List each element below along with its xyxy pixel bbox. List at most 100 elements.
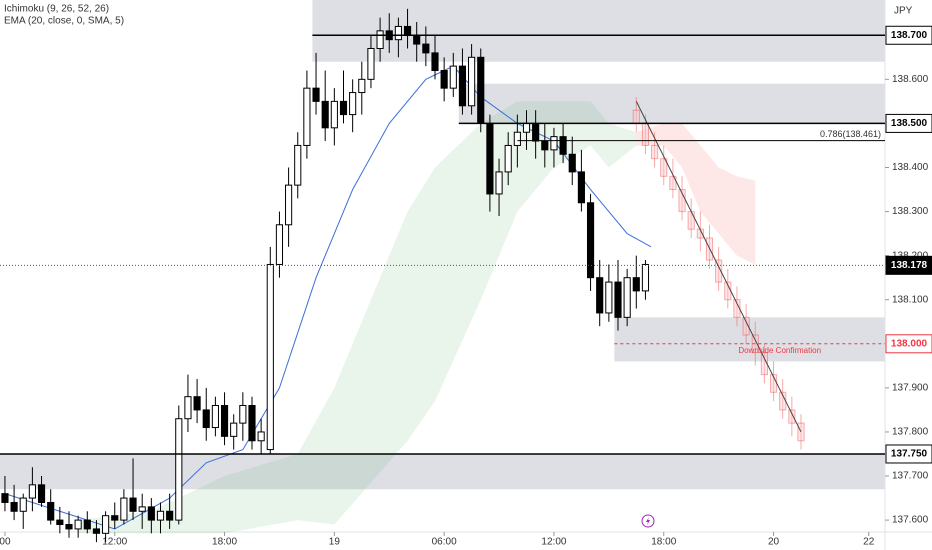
x-tick-label: 00 — [0, 537, 11, 548]
candle-body — [632, 109, 640, 124]
candle-body — [166, 510, 174, 521]
candle-body — [10, 501, 18, 512]
price-label: 138.500 — [891, 118, 928, 129]
candle-body — [330, 100, 338, 129]
x-tick-label: 18:00 — [212, 537, 237, 548]
candle-body — [394, 25, 402, 41]
price-label: 138.178 — [891, 260, 928, 271]
candle-body — [715, 259, 723, 283]
candle-body — [285, 184, 293, 226]
zone — [0, 453, 885, 490]
candle-body — [669, 175, 677, 191]
candle-body — [596, 277, 604, 314]
candle-body — [102, 515, 110, 534]
candle-body — [522, 122, 531, 133]
x-tick-label: 06:00 — [432, 537, 457, 548]
candle-body — [303, 87, 311, 146]
ichimoku-cloud — [636, 123, 756, 265]
candle-body — [358, 78, 366, 94]
price-label-box — [885, 444, 932, 464]
candle-body — [202, 409, 210, 429]
candle-body — [641, 122, 650, 146]
candle-body — [321, 100, 329, 129]
indicator-label: EMA (20, close, 0, SMA, 5) — [4, 16, 124, 27]
y-tick-label: 138.400 — [892, 162, 929, 173]
candle-body — [550, 136, 558, 151]
candle-body — [605, 281, 613, 314]
candle-body — [513, 131, 521, 146]
candle-body — [92, 528, 101, 534]
candle-body — [532, 122, 540, 142]
candle-body — [312, 87, 320, 102]
x-tick-label: 19 — [329, 537, 341, 548]
candle-body — [431, 52, 439, 72]
price-label: 138.700 — [891, 30, 928, 41]
x-tick-label: 12:00 — [102, 537, 127, 548]
candle-body — [211, 405, 219, 429]
candle-body — [559, 136, 567, 155]
candle-body — [403, 25, 412, 36]
candle-body — [138, 506, 146, 512]
x-tick-label: 12:00 — [541, 537, 566, 548]
y-tick-label: 137.700 — [892, 471, 929, 482]
candle-body — [28, 484, 36, 499]
candle-body — [678, 189, 686, 213]
candle-body — [248, 405, 256, 442]
candle-body — [56, 519, 64, 526]
price-label-box — [885, 25, 932, 45]
candle-body — [47, 501, 55, 521]
price-label: 137.750 — [891, 449, 928, 460]
candle-body — [339, 100, 348, 116]
candle-body — [220, 405, 229, 437]
candle-body — [156, 510, 165, 521]
y-tick-label: 137.900 — [892, 383, 929, 394]
y-tick-label: 137.600 — [892, 515, 929, 526]
candle-body — [147, 506, 155, 521]
candle-body — [477, 56, 485, 124]
candle-body — [651, 144, 659, 160]
candle-body — [586, 202, 595, 279]
candle-body — [193, 396, 201, 411]
y-tick-label: 137.800 — [892, 427, 929, 438]
candle-body — [440, 70, 448, 89]
candle-body — [376, 30, 384, 49]
candle-body — [294, 144, 302, 186]
candle-body — [184, 396, 192, 420]
level-note: Downside Confirmation — [738, 346, 821, 355]
candle-body — [541, 140, 549, 151]
candle-body — [486, 122, 494, 195]
candle-body — [742, 316, 750, 336]
candle-body — [74, 519, 82, 530]
currency-label: JPY — [894, 6, 913, 17]
fib-label: 0.786(138.461) — [820, 129, 881, 139]
candle-body — [65, 524, 73, 530]
indicator-label: Ichimoku (9, 26, 52, 26) — [4, 4, 109, 15]
candle-body — [788, 409, 796, 424]
ichimoku-cloud — [78, 101, 637, 534]
candle-body — [623, 277, 631, 318]
candle-body — [495, 171, 503, 195]
candle-body — [422, 43, 430, 54]
candle-body — [175, 418, 183, 521]
candle-body — [568, 153, 576, 173]
candle-body — [449, 65, 457, 89]
candle-body — [577, 171, 585, 204]
candle-body — [660, 158, 668, 177]
price-label-box — [885, 334, 932, 354]
candle-body — [797, 422, 805, 442]
candle-body — [230, 422, 238, 437]
event-icon — [641, 514, 655, 528]
x-tick-label: 18:00 — [651, 537, 676, 548]
y-tick-label: 138.100 — [892, 294, 929, 305]
candle-body — [349, 92, 357, 116]
candle-body — [458, 65, 467, 107]
y-tick-label: 138.600 — [892, 74, 929, 85]
candle-body — [504, 144, 512, 173]
candle-body — [266, 263, 274, 451]
candle-body — [19, 497, 27, 512]
candle-body — [614, 281, 622, 318]
candle-body — [37, 484, 46, 503]
candle-body — [129, 497, 137, 512]
candle-body — [641, 263, 650, 292]
zone — [458, 83, 885, 124]
